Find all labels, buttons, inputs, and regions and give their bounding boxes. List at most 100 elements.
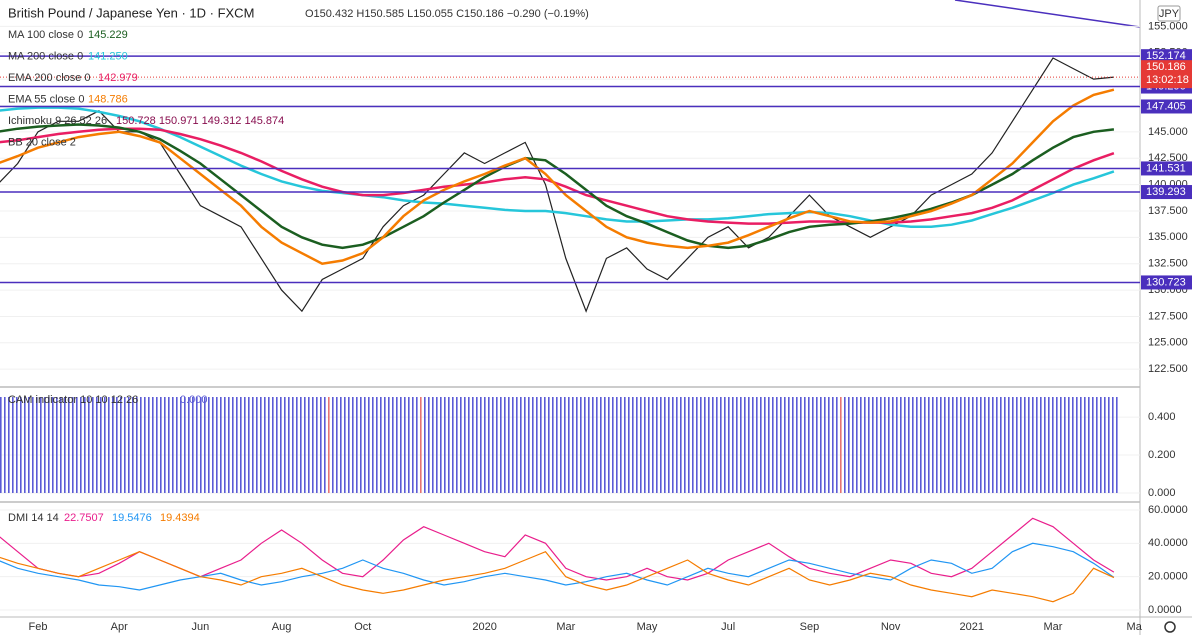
x-tick-label: Jul <box>721 621 735 633</box>
indicator-value: 145.229 <box>88 29 128 41</box>
cam-stripe <box>1072 397 1074 493</box>
cam-stripe <box>512 397 514 493</box>
cam-stripe <box>116 397 118 493</box>
cam-stripe <box>896 397 898 493</box>
series-line <box>0 123 1115 250</box>
cam-stripe <box>796 397 798 493</box>
cam-stripe <box>976 397 978 493</box>
y-tick-label: 122.500 <box>1148 363 1188 375</box>
cam-stripe <box>296 397 298 493</box>
cam-stripe <box>264 397 266 493</box>
cam-stripe <box>600 397 602 493</box>
cam-stripe <box>460 397 462 493</box>
cam-stripe <box>24 397 26 493</box>
cam-stripe <box>920 397 922 493</box>
cam-stripe <box>80 397 82 493</box>
cam-stripe <box>744 397 746 493</box>
cam-stripe <box>88 397 90 493</box>
title: British Pound / Japanese Yen · 1D · FXCM <box>8 5 254 20</box>
cam-stripe <box>428 397 430 493</box>
x-tick-label: Oct <box>354 621 371 633</box>
indicator-value: 141.250 <box>88 50 128 62</box>
cam-stripe <box>20 397 22 493</box>
cam-stripe <box>188 397 190 493</box>
x-tick-label: 2021 <box>960 621 984 633</box>
legend-entry: 22.7507 <box>64 512 104 524</box>
cam-stripe <box>408 397 410 493</box>
cam-stripe <box>948 397 950 493</box>
cam-stripe <box>72 397 74 493</box>
cam-stripe <box>1116 397 1118 493</box>
cam-stripe <box>968 397 970 493</box>
cam-stripe <box>872 397 874 493</box>
cam-stripe <box>308 397 310 493</box>
cam-stripe <box>276 397 278 493</box>
level-label-box <box>1141 49 1192 64</box>
last-price-box <box>1141 60 1192 89</box>
cam-stripe <box>312 397 314 493</box>
cam-stripe <box>516 397 518 493</box>
cam-stripe <box>840 397 842 493</box>
cam-stripe <box>924 397 926 493</box>
cam-stripe <box>884 397 886 493</box>
cam-stripe <box>352 397 354 493</box>
trend-line <box>954 0 1141 28</box>
x-tick-label: Mar <box>556 621 575 633</box>
cam-stripe <box>504 397 506 493</box>
cam-stripe <box>1084 397 1086 493</box>
cam-stripe <box>964 397 966 493</box>
y-tick-label: 20.0000 <box>1148 571 1188 583</box>
y-tick-label: 0.000 <box>1148 487 1176 499</box>
cam-stripe <box>416 397 418 493</box>
cam-stripe <box>496 397 498 493</box>
cam-stripe <box>1012 397 1014 493</box>
x-tick-label: Sep <box>800 621 820 633</box>
cam-stripe <box>1088 397 1090 493</box>
cam-stripe <box>764 397 766 493</box>
cam-stripe <box>508 397 510 493</box>
cam-stripe <box>748 397 750 493</box>
indicator-label: BB 20 close 2 <box>8 136 76 148</box>
cam-stripe <box>812 397 814 493</box>
indicator-value: 150.728 150.971 149.312 145.874 <box>116 115 284 127</box>
currency-box <box>1157 5 1181 22</box>
indicator-label: EMA 55 close 0 <box>8 93 84 105</box>
cam-stripe <box>60 397 62 493</box>
cam-stripe <box>220 397 222 493</box>
cam-stripe <box>736 397 738 493</box>
cam-stripe <box>84 397 86 493</box>
cam-stripe <box>480 397 482 493</box>
cam-stripe <box>728 397 730 493</box>
cam-stripe <box>64 397 66 493</box>
level-label: 152.174 <box>1146 50 1186 62</box>
cam-stripe <box>852 397 854 493</box>
cam-stripe <box>820 397 822 493</box>
legend-entry: 19.5476 <box>112 512 152 524</box>
cam-stripe <box>56 397 58 493</box>
cam-stripe <box>1044 397 1046 493</box>
indicator-label: Ichimoku 9 26 52 26 <box>8 115 107 127</box>
panel-value: 0.000 <box>180 394 208 406</box>
cam-stripe <box>4 397 6 493</box>
cam-stripe <box>860 397 862 493</box>
settings-icon[interactable] <box>1164 621 1176 633</box>
y-tick-label: 155.000 <box>1148 20 1188 32</box>
cam-stripe <box>144 397 146 493</box>
cam-stripe <box>556 397 558 493</box>
cam-stripe <box>252 397 254 493</box>
cam-stripe <box>8 397 10 493</box>
cam-stripe <box>212 397 214 493</box>
cam-stripe <box>280 397 282 493</box>
cam-stripe <box>688 397 690 493</box>
series-line <box>0 542 1115 591</box>
cam-stripe <box>1056 397 1058 493</box>
cam-stripe <box>136 397 138 493</box>
cam-stripe <box>916 397 918 493</box>
cam-stripe <box>580 397 582 493</box>
cam-stripe <box>128 397 130 493</box>
cam-stripe <box>260 397 262 493</box>
cam-stripe <box>248 397 250 493</box>
level-label-box <box>1141 185 1192 200</box>
cam-stripe <box>332 397 334 493</box>
cam-stripe <box>864 397 866 493</box>
